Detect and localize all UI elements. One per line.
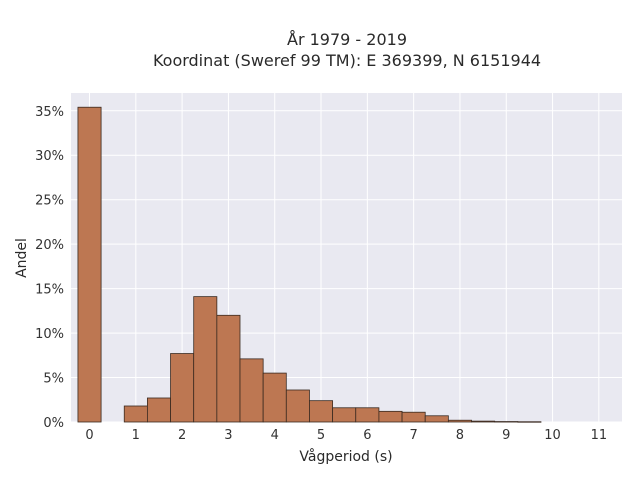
y-tick-label: 30%: [35, 149, 64, 164]
histogram-bar: [239, 358, 264, 423]
histogram-bar: [193, 296, 218, 423]
chart-subtitle: Koordinat (Sweref 99 TM): E 369399, N 61…: [153, 51, 541, 70]
histogram-bar: [285, 389, 310, 423]
y-tick-label: 5%: [43, 372, 64, 387]
histogram-bar: [77, 106, 102, 423]
x-axis-ticks: 0 1 2 3 4 5 6 7 8 9 10 11: [85, 428, 607, 443]
histogram-bar: [262, 372, 287, 423]
histogram-bar: [216, 314, 241, 423]
histogram-bar: [471, 420, 496, 423]
y-tick-label: 10%: [35, 327, 64, 342]
histogram-bar: [378, 410, 403, 423]
y-tick-label: 0%: [43, 416, 64, 431]
histogram-bar: [401, 411, 426, 423]
x-tick-label: 10: [544, 428, 561, 443]
x-tick-label: 7: [409, 428, 417, 443]
x-tick-label: 8: [456, 428, 464, 443]
histogram-bar: [332, 407, 357, 423]
y-axis-ticks: 0% 5% 10% 15% 20% 25% 30% 35%: [35, 105, 64, 431]
x-tick-label: 3: [224, 428, 232, 443]
histogram-bar: [309, 400, 334, 423]
histogram-bar: [494, 421, 519, 423]
x-tick-label: 6: [363, 428, 371, 443]
histogram-bar: [447, 419, 472, 423]
y-tick-label: 20%: [35, 238, 64, 253]
x-axis-label: Vågperiod (s): [299, 448, 392, 465]
histogram-bar: [355, 407, 380, 423]
x-tick-label: 5: [317, 428, 325, 443]
y-tick-label: 25%: [35, 194, 64, 209]
y-tick-label: 15%: [35, 283, 64, 298]
histogram-bar: [123, 405, 148, 423]
y-tick-label: 35%: [35, 105, 64, 120]
x-tick-label: 1: [132, 428, 140, 443]
histogram-bar: [146, 397, 171, 423]
x-tick-label: 9: [502, 428, 510, 443]
x-tick-label: 0: [85, 428, 93, 443]
x-tick-label: 2: [178, 428, 186, 443]
bars: [77, 106, 542, 423]
plot-area: [71, 93, 622, 422]
chart-title: År 1979 - 2019: [287, 30, 407, 49]
histogram-bar: [424, 415, 449, 423]
x-tick-label: 11: [591, 428, 608, 443]
y-axis-label: Andel: [14, 238, 30, 278]
histogram-bar: [170, 353, 195, 423]
histogram-bar: [517, 421, 542, 423]
x-tick-label: 4: [271, 428, 279, 443]
